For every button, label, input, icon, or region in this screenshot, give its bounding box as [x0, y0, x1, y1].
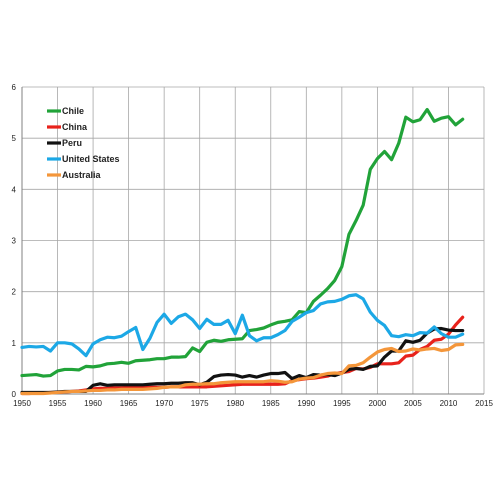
legend-label-australia: Australia	[62, 170, 102, 180]
y-tick-label: 3	[12, 237, 17, 246]
x-tick-label: 1960	[84, 399, 102, 408]
x-tick-label: 1990	[297, 399, 315, 408]
legend-label-china: China	[62, 122, 88, 132]
axes: 1950 1955 1960 1965 1970 1975 1980 1985 1990 1995…	[12, 83, 494, 408]
legend-label-united-states: United States	[62, 154, 120, 164]
series-line-china	[20, 315, 465, 396]
x-tick-label: 1980	[226, 399, 244, 408]
y-tick-label: 4	[12, 185, 17, 194]
x-tick-label: 1970	[155, 399, 173, 408]
x-tick-label: 1965	[120, 399, 138, 408]
series-line-peru	[20, 326, 465, 395]
y-tick-label: 1	[12, 339, 17, 348]
y-tick-label: 2	[12, 288, 17, 297]
series-line-united-states	[20, 293, 465, 358]
x-tick-label: 2005	[404, 399, 422, 408]
grid	[21, 86, 485, 395]
series-line-chile	[20, 107, 465, 378]
x-tick-label: 2015	[475, 399, 493, 408]
x-tick-label: 1950	[13, 399, 31, 408]
legend-label-peru: Peru	[62, 138, 82, 148]
x-tick-label: 2010	[440, 399, 458, 408]
series-lines	[20, 107, 465, 396]
x-tick-label: 1985	[262, 399, 280, 408]
series-line-australia	[20, 342, 465, 396]
x-tick-label: 2000	[368, 399, 386, 408]
x-tick-label: 1995	[333, 399, 351, 408]
legend: Chile China Peru United States Australia	[47, 106, 120, 180]
y-tick-label: 5	[12, 134, 17, 143]
y-tick-label: 6	[12, 83, 17, 92]
y-tick-label: 0	[12, 390, 17, 399]
x-tick-label: 1955	[49, 399, 67, 408]
legend-label-chile: Chile	[62, 106, 84, 116]
x-tick-label: 1975	[191, 399, 209, 408]
